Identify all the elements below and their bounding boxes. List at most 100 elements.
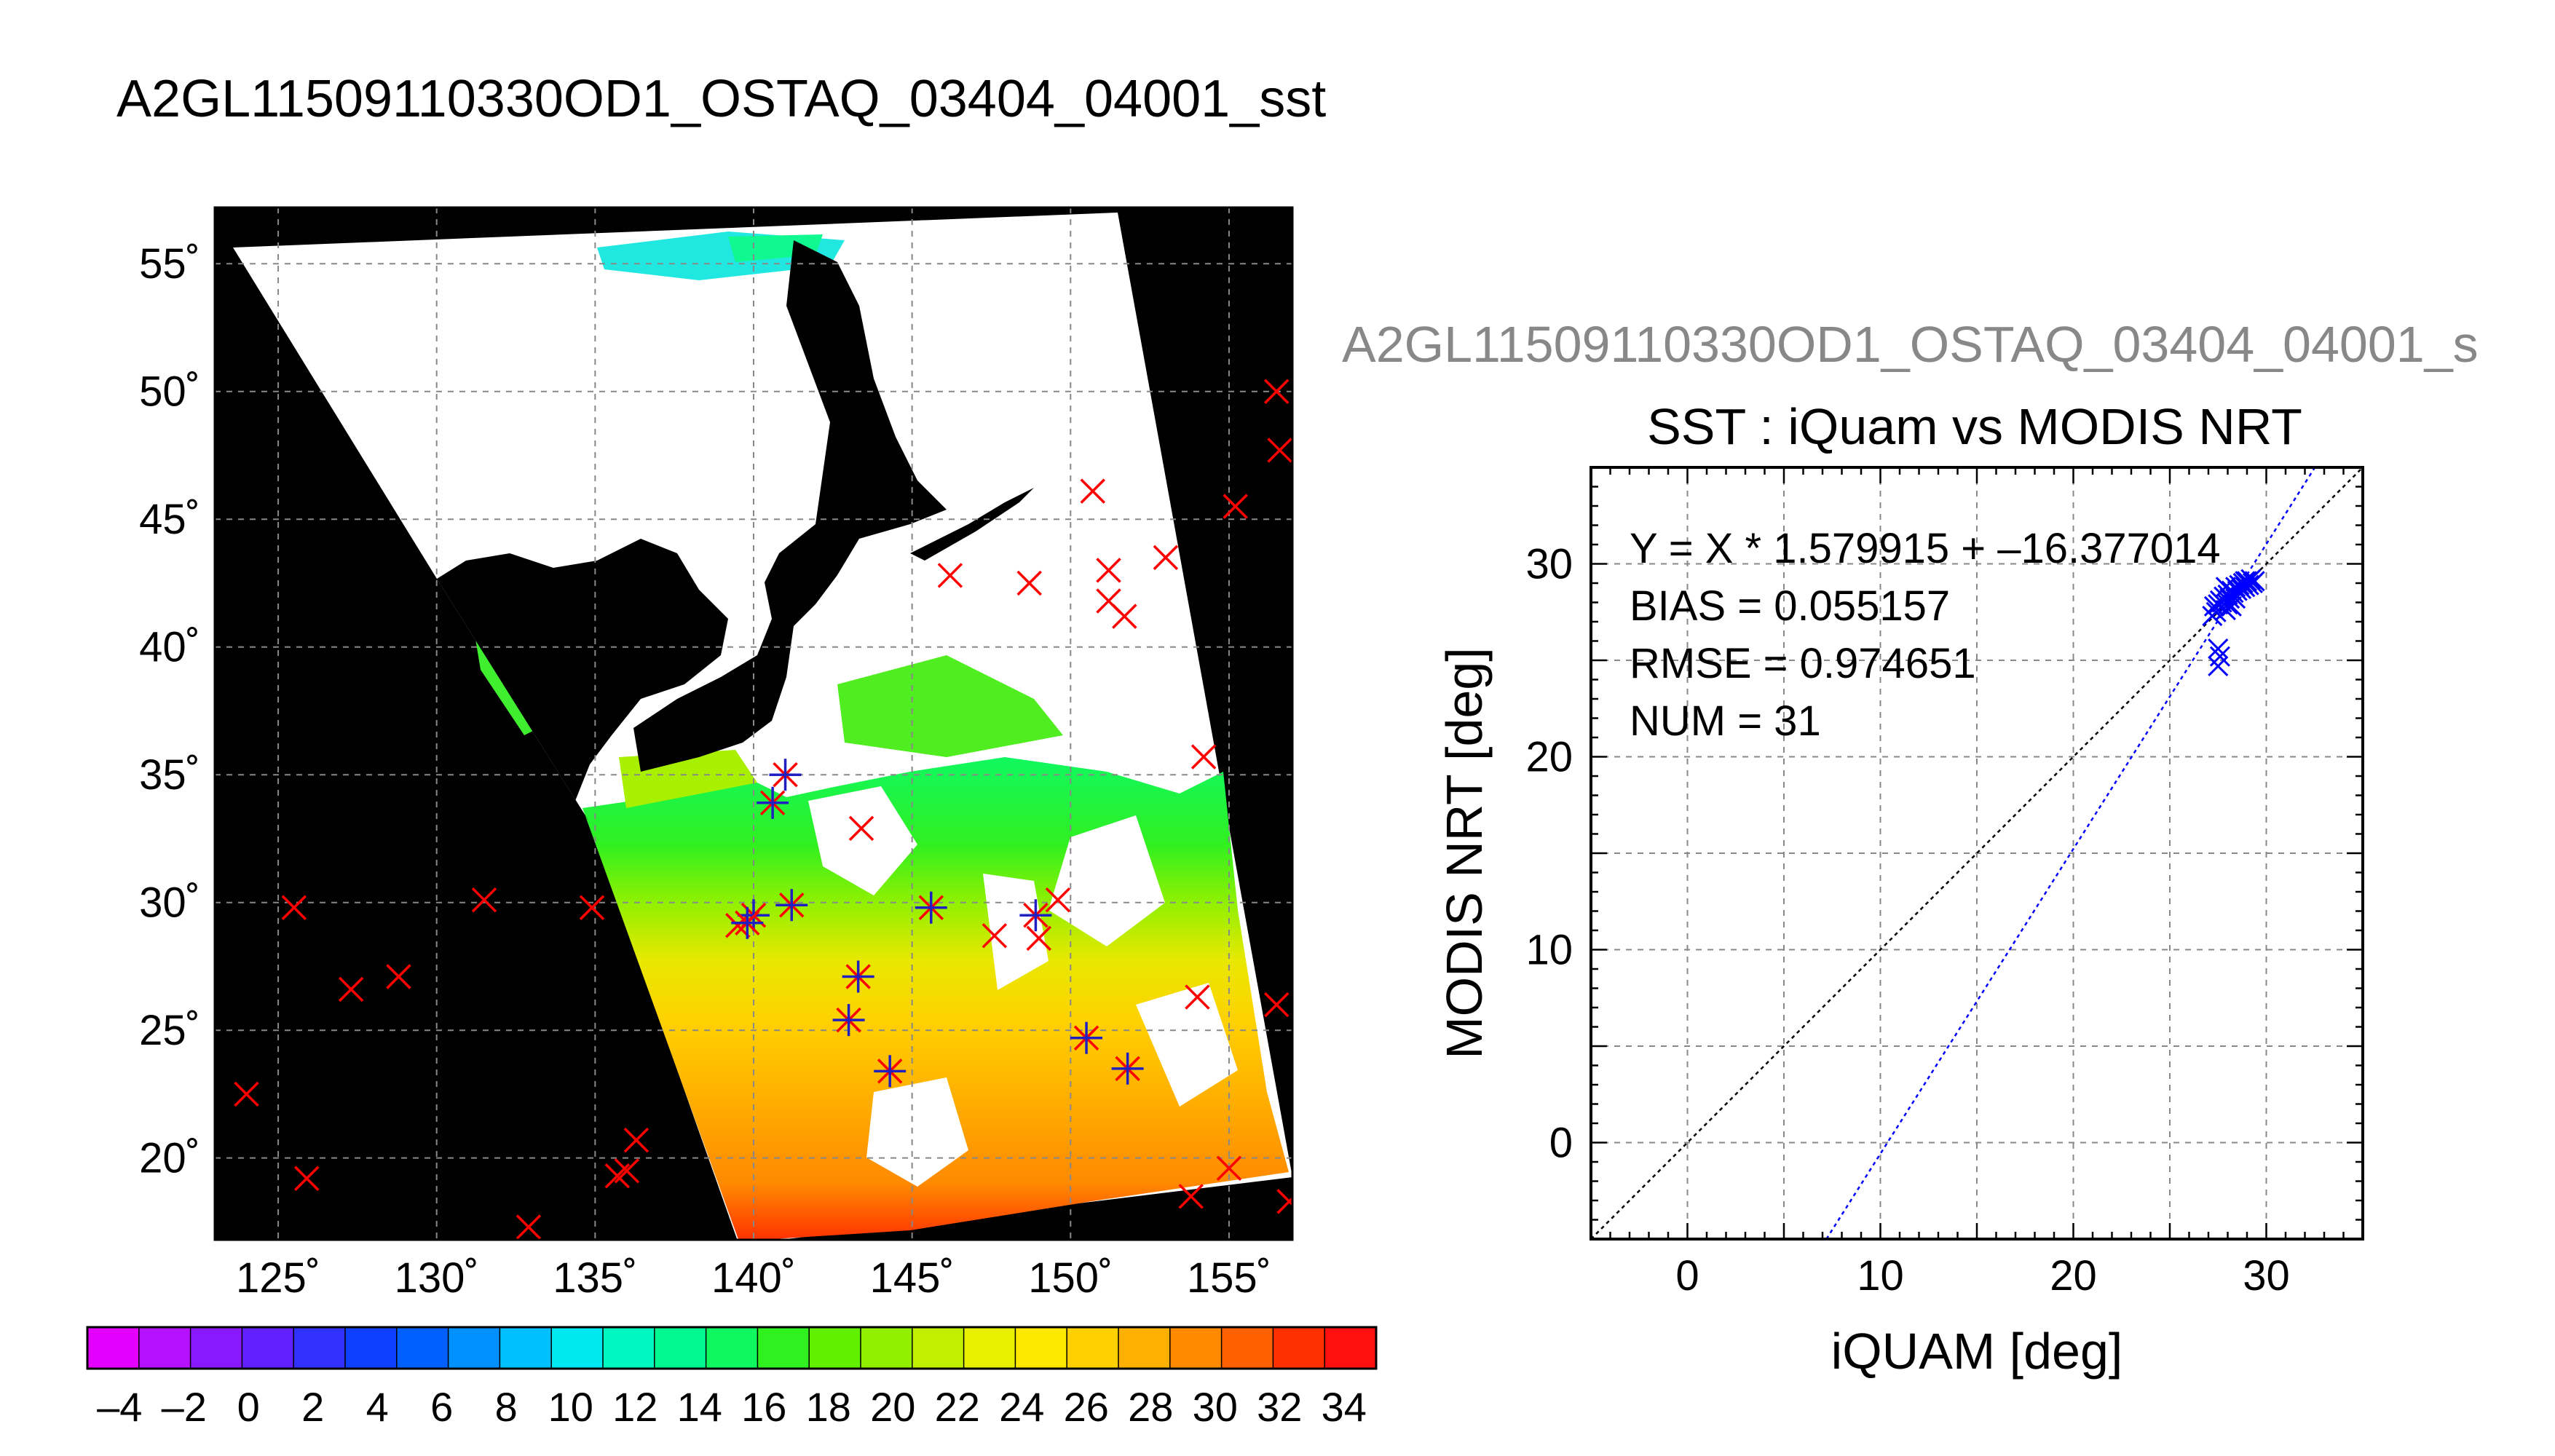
scatter-stats: Y = X * 1.579915 + –16.377014 BIAS = 0.05… bbox=[1630, 525, 2221, 745]
map-lat-tick-label: 30˚ bbox=[139, 879, 200, 927]
iquam-marker bbox=[1178, 1184, 1204, 1209]
scatter-point bbox=[2209, 646, 2230, 667]
land-korea-china bbox=[437, 539, 728, 823]
y-tick-label: 10 bbox=[1525, 927, 1573, 974]
iquam-marker bbox=[338, 976, 364, 1002]
iquam-marker bbox=[1267, 438, 1292, 463]
colorbar-cell bbox=[1067, 1327, 1119, 1369]
matchup-marker bbox=[842, 960, 874, 993]
sst-cool-region bbox=[837, 655, 1063, 757]
matchup-marker bbox=[832, 1004, 865, 1037]
stats-line: RMSE = 0.974651 bbox=[1630, 640, 1976, 687]
iquam-marker bbox=[604, 1163, 631, 1189]
scatter-ticks: 0 10 20 30 0 10 20 30 bbox=[1525, 466, 2364, 1299]
iquam-marker bbox=[293, 1166, 320, 1191]
colorbar-tick-label: 0 bbox=[237, 1384, 260, 1430]
colorbar-tick-label: 26 bbox=[1064, 1384, 1109, 1430]
scatter-grid bbox=[1591, 467, 2363, 1239]
y-tick-label: 0 bbox=[1549, 1120, 1573, 1167]
cloud-patch bbox=[1049, 815, 1165, 946]
map-lat-tick-label: 40˚ bbox=[139, 624, 200, 671]
map-lat-tick-label: 25˚ bbox=[139, 1007, 200, 1054]
colorbar-cell bbox=[1169, 1327, 1223, 1369]
colorbar-cell bbox=[1324, 1327, 1377, 1369]
colorbar-cell bbox=[1221, 1327, 1273, 1369]
y-tick-label: 20 bbox=[1525, 734, 1573, 781]
cloud-patch bbox=[808, 786, 917, 895]
colorbar-cell bbox=[1273, 1327, 1325, 1369]
colorbar-tick-label: 18 bbox=[806, 1384, 851, 1430]
matchup-marker bbox=[874, 1055, 907, 1088]
colorbar-frame bbox=[86, 1326, 1378, 1370]
iquam-marker bbox=[516, 1214, 542, 1240]
iquam-marker bbox=[1045, 887, 1071, 913]
colorbar-cell bbox=[861, 1327, 913, 1369]
y-tick-label: 30 bbox=[1525, 541, 1573, 588]
map-lon-tick-label: 150˚ bbox=[1028, 1254, 1113, 1302]
iquam-marker bbox=[386, 964, 411, 989]
colorbar-tick-label: 2 bbox=[301, 1384, 324, 1430]
colorbar-tick-label: 14 bbox=[677, 1384, 722, 1430]
cloud-patch bbox=[1136, 983, 1238, 1107]
colorbar-cell bbox=[499, 1327, 552, 1369]
colorbar-cell bbox=[293, 1327, 346, 1369]
colorbar-cell bbox=[757, 1327, 810, 1369]
matchup-marker bbox=[915, 891, 947, 924]
iquam-marker bbox=[1190, 744, 1217, 769]
colorbar-tick-label: 32 bbox=[1257, 1384, 1302, 1430]
scatter-point bbox=[2244, 571, 2265, 592]
map-lat-tick-label: 35˚ bbox=[139, 751, 200, 799]
matchup-marker bbox=[1019, 899, 1052, 932]
iquam-marker bbox=[1016, 570, 1042, 596]
iquam-marker bbox=[471, 887, 497, 913]
iquam-marker bbox=[1263, 379, 1290, 404]
x-axis-label: iQUAM [deg] bbox=[1831, 1323, 2123, 1380]
colorbar-cell bbox=[551, 1327, 604, 1369]
colorbar-tick-label: 6 bbox=[430, 1384, 453, 1430]
colorbar-cell bbox=[396, 1327, 449, 1369]
colorbar-tick-label: 30 bbox=[1193, 1384, 1238, 1430]
scatter-point bbox=[2235, 571, 2256, 592]
iquam-marker bbox=[1026, 925, 1052, 951]
colorbar: –4 –2 0 2 4 6 8 10 12 14 16 18 20 22 24 26 28 30 32 34 bbox=[86, 1326, 1378, 1430]
iquam-marker bbox=[579, 895, 605, 920]
x-tick-label: 0 bbox=[1675, 1252, 1699, 1299]
colorbar-tick-label: –2 bbox=[162, 1384, 207, 1430]
x-tick-label: 10 bbox=[1857, 1252, 1904, 1299]
colorbar-tick-label: 34 bbox=[1322, 1384, 1367, 1430]
colorbar-tick-label: 16 bbox=[741, 1384, 786, 1430]
iquam-marker bbox=[1216, 1155, 1242, 1181]
map-lon-tick-label: 145˚ bbox=[870, 1254, 955, 1302]
matchup-marker bbox=[757, 786, 789, 819]
colorbar-cell bbox=[809, 1327, 861, 1369]
y-axis-label: MODIS NRT [deg] bbox=[1436, 647, 1493, 1059]
map-lat-tick-label: 45˚ bbox=[139, 496, 200, 543]
colorbar-cell bbox=[1015, 1327, 1067, 1369]
map-lon-labels: 125˚ 130˚ 135˚ 140˚ 145˚ 150˚ 155˚ bbox=[236, 1254, 1271, 1302]
iquam-marker bbox=[1223, 494, 1248, 519]
matchup-marker bbox=[769, 759, 802, 791]
colorbar-cell bbox=[242, 1327, 294, 1369]
x-tick-label: 20 bbox=[2050, 1252, 2097, 1299]
scatter-points bbox=[2202, 569, 2265, 677]
iquam-marker bbox=[1096, 558, 1121, 583]
matchup-marker bbox=[775, 889, 808, 922]
colorbar-cell bbox=[87, 1327, 140, 1369]
colorbar-cell bbox=[654, 1327, 707, 1369]
iquam-marker bbox=[623, 1127, 649, 1153]
iquam-marker bbox=[281, 895, 307, 920]
colorbar-tick-label: 8 bbox=[495, 1384, 518, 1430]
colorbar-tick-label: 12 bbox=[612, 1384, 657, 1430]
map-lat-tick-label: 20˚ bbox=[139, 1135, 200, 1182]
chart-title: SST : iQuam vs MODIS NRT bbox=[1647, 398, 2302, 455]
map-lat-labels: 55˚ 50˚ 45˚ 40˚ 35˚ 30˚ 25˚ 20˚ bbox=[139, 240, 200, 1182]
colorbar-tick-label: 28 bbox=[1128, 1384, 1173, 1430]
x-tick-label: 30 bbox=[2243, 1252, 2290, 1299]
stats-line: Y = X * 1.579915 + –16.377014 bbox=[1630, 525, 2221, 572]
matchup-marker bbox=[1070, 1021, 1103, 1054]
matchup-marker bbox=[1111, 1052, 1144, 1085]
iquam-marker bbox=[1080, 478, 1106, 504]
colorbar-cell bbox=[603, 1327, 655, 1369]
colorbar-cell bbox=[1118, 1327, 1171, 1369]
scatter-point bbox=[2236, 571, 2258, 592]
